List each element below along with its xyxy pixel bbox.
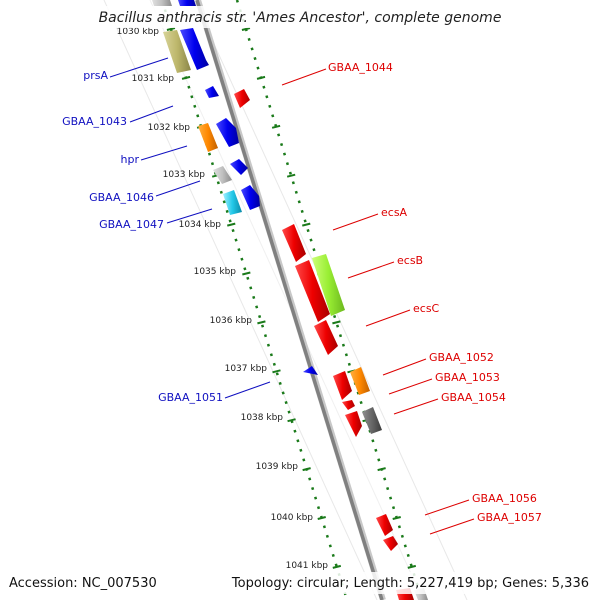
major-tick-left [227, 222, 236, 227]
map-title: Bacillus anthracis str. 'Ames Ancestor',… [99, 10, 502, 26]
gene-label-prsA: prsA [83, 69, 108, 82]
major-tick-right [407, 564, 417, 569]
gene-prsA [180, 28, 209, 70]
gene-label-GBAA_1052: GBAA_1052 [429, 351, 494, 364]
gene-label-GBAA_1044: GBAA_1044 [328, 61, 393, 74]
gene-GBAA_1056 [376, 514, 393, 536]
major-tick-left [257, 320, 266, 325]
gene-label-hpr: hpr [121, 153, 140, 166]
leader-lines [109, 57, 475, 535]
major-tick-left [166, 27, 176, 31]
gene-ecsC [314, 320, 338, 355]
gene-label-ecsA: ecsA [381, 206, 408, 219]
kbp-label: 1030 kbp [117, 27, 160, 37]
gene-hpr [230, 159, 248, 175]
major-tick-left [302, 467, 311, 472]
major-tick-right [286, 173, 296, 178]
gene-GBAA_1054-red [345, 411, 362, 437]
major-tick-right [241, 27, 251, 31]
kbp-label: 1033 kbp [163, 170, 206, 180]
kbp-label: 1041 kbp [286, 561, 329, 571]
gene-label-GBAA_1046: GBAA_1046 [89, 191, 154, 204]
gene-GBAA_1053 [350, 367, 370, 395]
gene-label-GBAA_1057: GBAA_1057 [477, 511, 542, 524]
major-tick-right [392, 516, 401, 520]
footer-backdrop [0, 572, 600, 594]
gene-label-GBAA_1053: GBAA_1053 [435, 371, 500, 384]
gene-red-small [342, 400, 355, 410]
gene-ecsA [282, 224, 306, 262]
band-edge-left-2 [149, 0, 424, 600]
major-tick-left [287, 418, 296, 423]
kbp-label: 1034 kbp [179, 220, 222, 230]
major-tick-right [256, 75, 266, 80]
major-tick-left [332, 564, 342, 569]
gene-top-blue [178, 0, 196, 6]
gene-GBAA_1043 [216, 118, 239, 147]
major-tick-left [272, 369, 281, 374]
major-tick-left [317, 516, 326, 520]
kbp-label: 1040 kbp [271, 513, 314, 523]
gene-cyan [223, 190, 242, 215]
gene-ecsB [295, 260, 330, 322]
gene-label-ecsC: ecsC [413, 302, 440, 315]
gene-gray-1 [213, 166, 232, 184]
gene-GBAA_1057 [383, 536, 398, 551]
major-tick-right [377, 467, 386, 472]
gene-ecsB-green [312, 254, 345, 316]
accession-text: Accession: NC_007530 [9, 576, 157, 591]
gene-labels-forward: prsA GBAA_1043 hpr GBAA_1046 GBAA_1047 G… [62, 69, 223, 404]
gene-label-GBAA_1051: GBAA_1051 [158, 391, 223, 404]
gene-top-gray [152, 0, 172, 6]
gene-orange-1 [198, 123, 218, 152]
major-tick-left [181, 75, 191, 80]
topology-text: Topology: circular; Length: 5,227,419 bp… [231, 576, 589, 591]
kbp-label: 1035 kbp [194, 267, 237, 277]
kbp-label: 1031 kbp [132, 74, 175, 84]
gene-olive [163, 30, 191, 73]
kbp-label: 1036 kbp [210, 316, 253, 326]
kbp-label: 1038 kbp [241, 413, 284, 423]
gene-label-GBAA_1043: GBAA_1043 [62, 115, 127, 128]
kbp-labels: 1030 kbp 1031 kbp 1032 kbp 1033 kbp 1034… [117, 27, 329, 571]
major-tick-right [302, 222, 311, 227]
gene-label-GBAA_1047: GBAA_1047 [99, 218, 164, 231]
kbp-label: 1032 kbp [148, 123, 191, 133]
kbp-label: 1039 kbp [256, 462, 299, 472]
major-tick-left [242, 271, 251, 276]
gene-GBAA_1052 [333, 371, 352, 400]
gene-label-GBAA_1056: GBAA_1056 [472, 492, 537, 505]
gene-labels-reverse: GBAA_1044 ecsA ecsB ecsC GBAA_1052 GBAA_… [328, 61, 542, 524]
band-edge-left [103, 0, 378, 600]
major-tick-right [271, 124, 281, 129]
gene-GBAA_1046 [241, 185, 260, 210]
major-tick-right [332, 320, 341, 325]
genes [152, 0, 428, 600]
gene-GBAA_1044 [234, 89, 250, 108]
gene-label-ecsB: ecsB [397, 254, 423, 267]
kbp-label: 1037 kbp [225, 364, 268, 374]
gene-GBAA_1051 [303, 366, 318, 375]
gene-GBAA_1054 [362, 407, 382, 434]
gene-label-GBAA_1054: GBAA_1054 [441, 391, 506, 404]
gene-blue-small [205, 86, 219, 98]
title-backdrop [100, 6, 500, 28]
backbone [195, 0, 384, 600]
